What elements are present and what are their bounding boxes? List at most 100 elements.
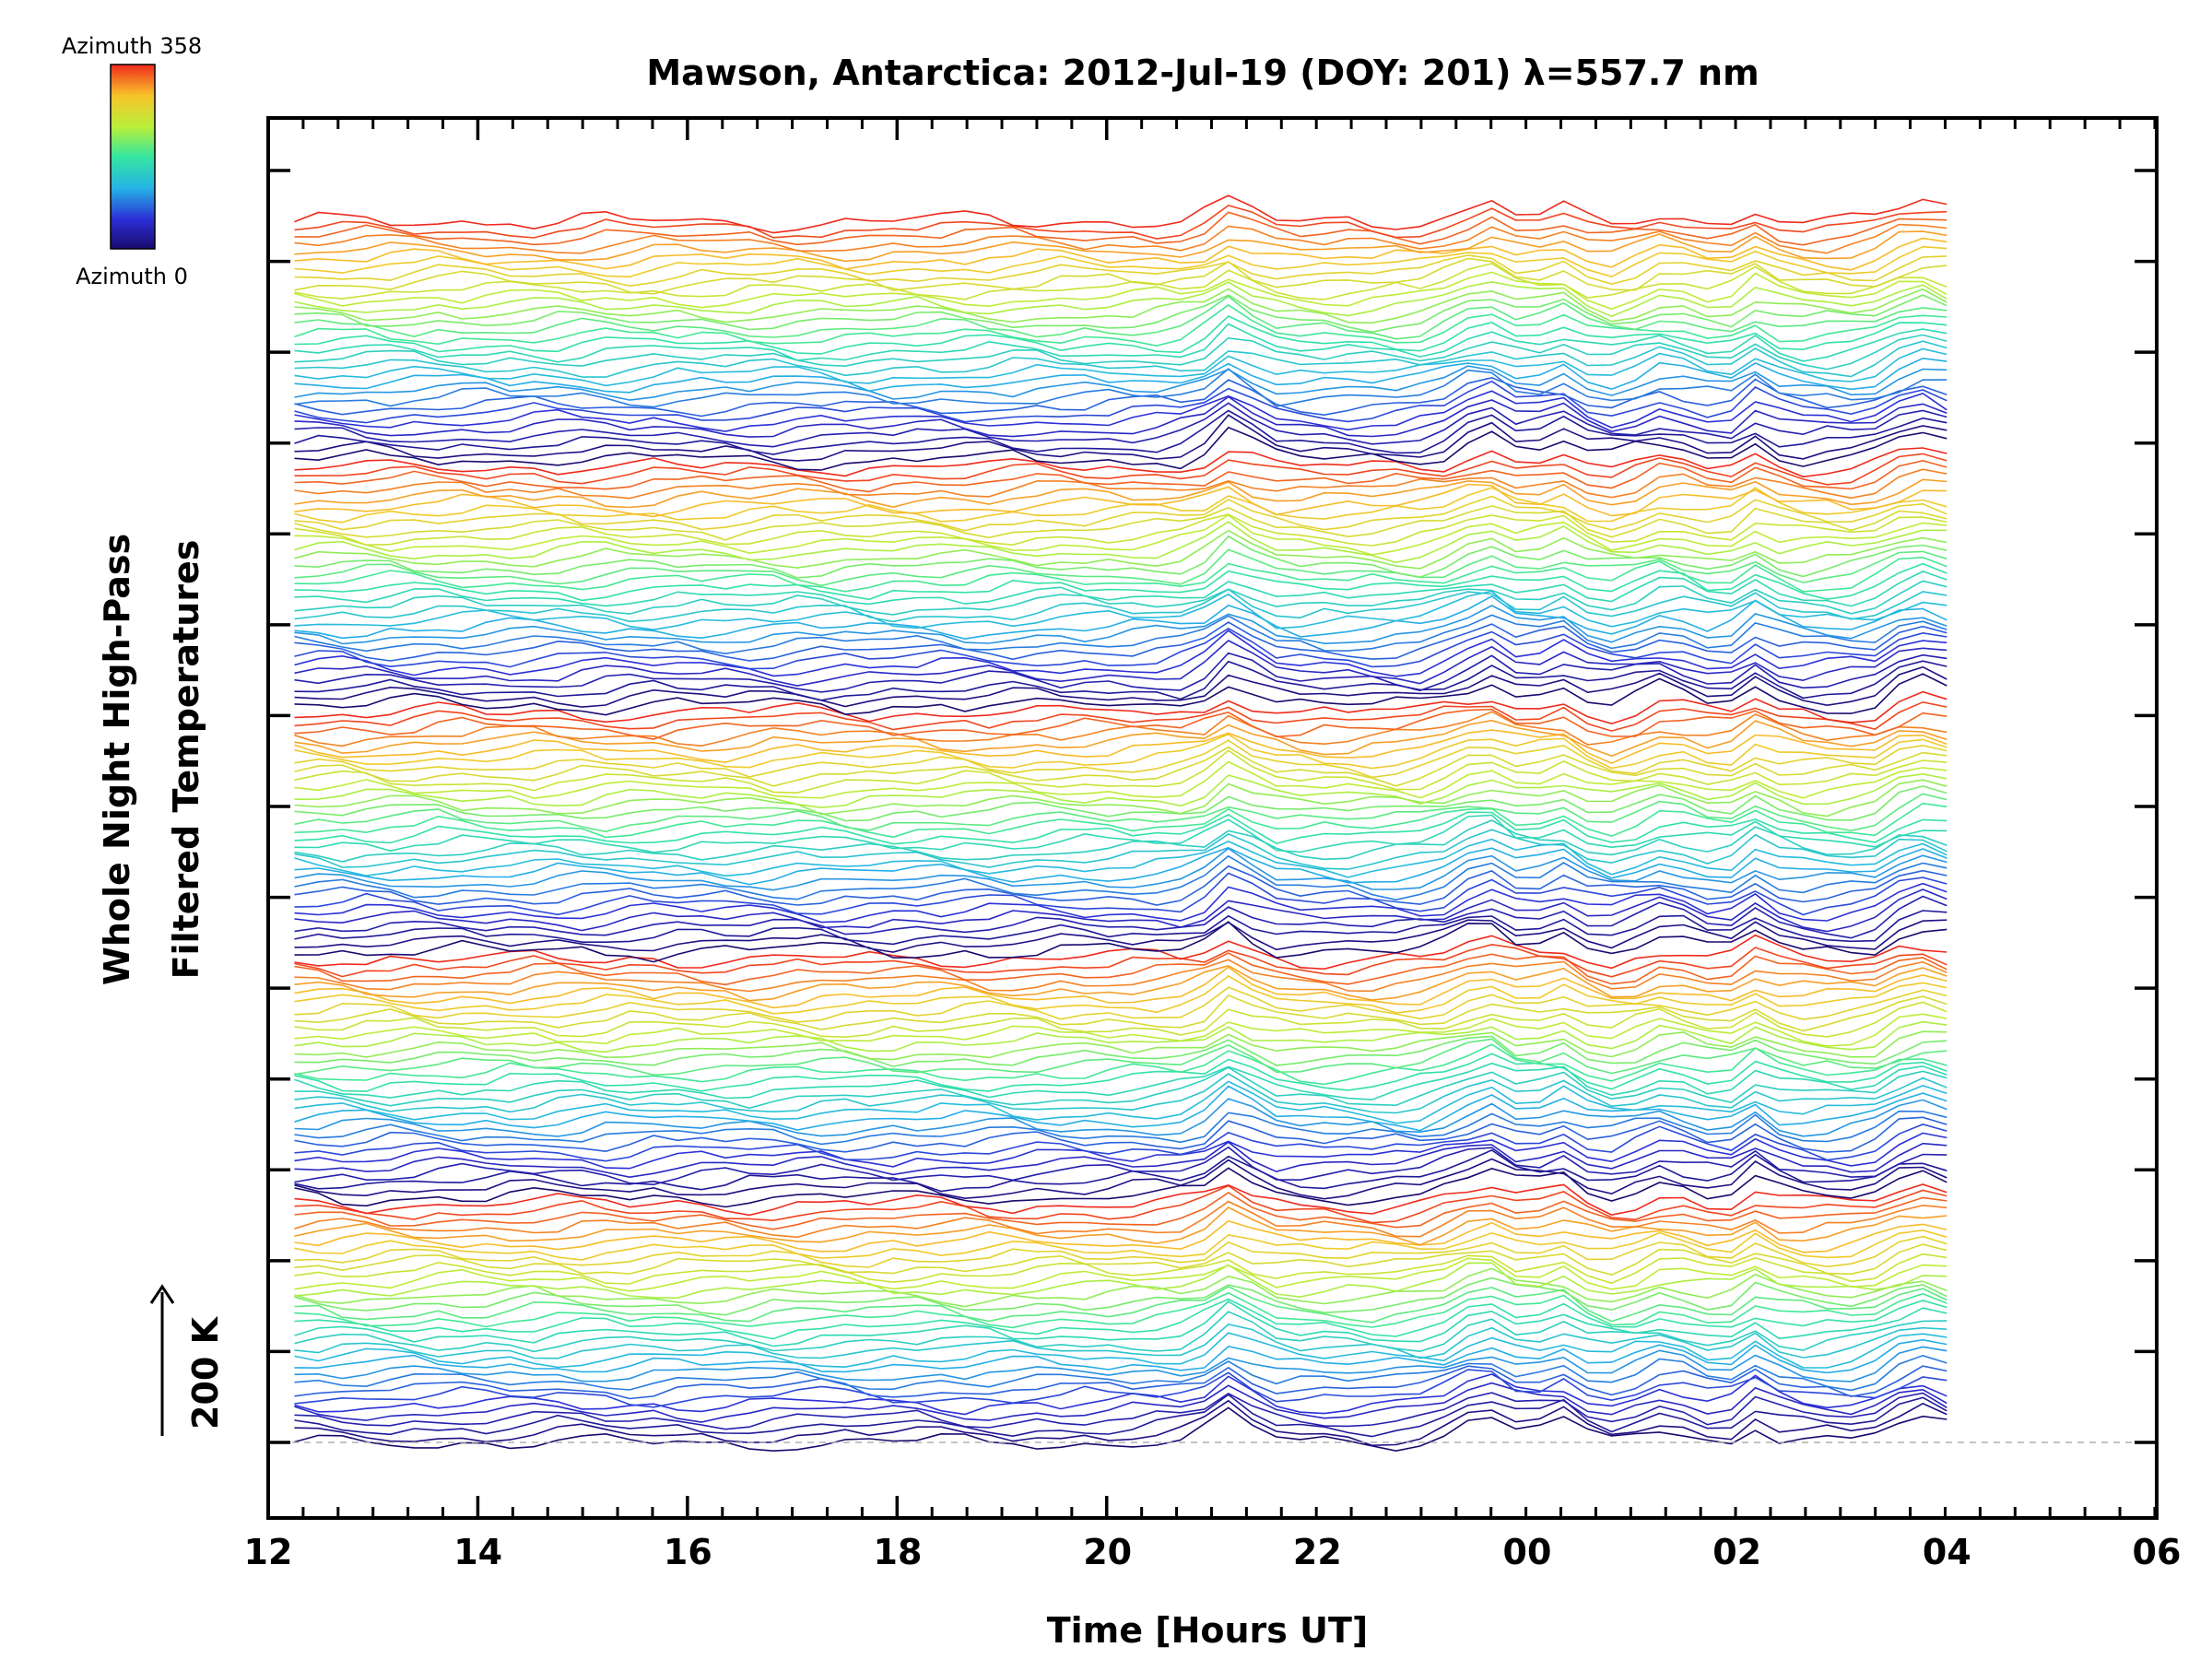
series-line (294, 426, 1947, 471)
series-line (294, 1369, 1947, 1408)
series-line (294, 365, 1947, 401)
series-line (294, 1030, 1947, 1061)
series-line (294, 1038, 1947, 1077)
series-line (294, 254, 1947, 288)
series-line (294, 772, 1947, 809)
series-line (294, 665, 1947, 708)
series-line (294, 1013, 1947, 1047)
series-line (294, 846, 1947, 886)
series-line (294, 729, 1947, 764)
series-line (294, 237, 1947, 271)
series-line (294, 882, 1947, 924)
series-line (294, 294, 1947, 334)
series-line (294, 719, 1947, 758)
series-line (294, 1253, 1947, 1285)
series-line (294, 1338, 1947, 1374)
x-tick-label: 22 (1293, 1532, 1342, 1572)
series-line (294, 872, 1947, 916)
series-line (294, 447, 1947, 478)
series-line (294, 548, 1947, 587)
series-line (294, 760, 1947, 799)
series-line (294, 1311, 1947, 1353)
series-line (294, 368, 1947, 408)
series-line (294, 1080, 1947, 1124)
series-line (294, 1277, 1947, 1316)
series-line (294, 340, 1947, 378)
colorbar: Azimuth 358 Azimuth 0 (62, 33, 202, 289)
series-line (294, 223, 1947, 254)
series-line (294, 660, 1947, 701)
series-line (294, 594, 1947, 641)
series-line (294, 1116, 1947, 1153)
series-line (294, 1332, 1947, 1369)
series-line (294, 974, 1947, 1015)
series-line (294, 1243, 1947, 1277)
series-line (294, 895, 1947, 939)
series-line (294, 245, 1947, 278)
series-line (294, 934, 1947, 971)
series-line (294, 1167, 1947, 1208)
series-line (294, 1324, 1947, 1359)
series-line (294, 966, 1947, 1009)
series-line (294, 571, 1947, 607)
series-line (294, 280, 1947, 318)
series-line (294, 959, 1947, 993)
series-line (294, 986, 1947, 1023)
series-line (294, 1085, 1947, 1132)
series-line (294, 402, 1947, 448)
series-line (294, 1206, 1947, 1246)
series-line (294, 1235, 1947, 1268)
series-line (294, 1035, 1947, 1067)
scale-bar-arrowhead (149, 1284, 175, 1304)
series-line (294, 468, 1947, 500)
series-line (294, 785, 1947, 822)
series-line (294, 453, 1947, 486)
series-line (294, 390, 1947, 432)
chart-title: Mawson, Antarctica: 2012-Jul-19 (DOY: 20… (646, 53, 1759, 93)
series-line (294, 521, 1947, 564)
series-line (294, 802, 1947, 839)
series-line (294, 614, 1947, 655)
x-tick-label: 02 (1712, 1532, 1761, 1572)
colorbar-bottom-label: Azimuth 0 (76, 264, 188, 289)
series-line (294, 334, 1947, 371)
series-line (294, 205, 1947, 240)
series-line (294, 1365, 1947, 1400)
series-line (294, 288, 1947, 324)
series-line (294, 919, 1947, 953)
series-line (294, 1124, 1947, 1162)
series-line (294, 580, 1947, 616)
x-tick-label: 14 (453, 1532, 502, 1572)
series-line (294, 459, 1947, 493)
series-line (294, 1110, 1947, 1146)
series-line (294, 588, 1947, 623)
series-line (294, 513, 1947, 547)
series-line (294, 376, 1947, 418)
series-line (294, 1141, 1947, 1179)
series-line (294, 1146, 1947, 1186)
series-line (294, 1001, 1947, 1039)
series-line (294, 257, 1947, 295)
series-line (294, 263, 1947, 300)
x-tick-labels: 12 14 16 18 20 22 00 02 04 06 (244, 1532, 2182, 1572)
series-line (294, 556, 1947, 593)
series-line (294, 303, 1947, 347)
series-line (294, 621, 1947, 662)
series-line (294, 562, 1947, 602)
series-line (294, 513, 1947, 556)
series-line (294, 487, 1947, 524)
series-line (294, 529, 1947, 570)
series-line (294, 711, 1947, 747)
series-line (294, 1354, 1947, 1392)
series-line (294, 1148, 1947, 1193)
series-line (294, 746, 1947, 787)
series-line (294, 323, 1947, 363)
series-line (294, 1257, 1947, 1292)
series-line (294, 814, 1947, 853)
series-line (294, 921, 1947, 963)
series-line (294, 1043, 1947, 1086)
series-line (294, 505, 1947, 541)
series-line (294, 838, 1947, 878)
series-line (294, 1406, 1947, 1453)
